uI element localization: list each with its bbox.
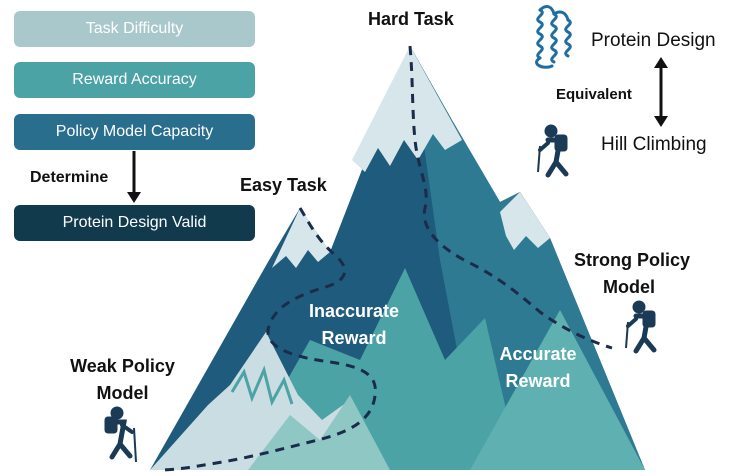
equivalent-arrow-down-head [654,116,668,127]
equivalent-arrow-up-head [654,57,668,68]
easy-task-label: Easy Task [240,175,327,195]
weak-policy-line-2: Model [96,383,149,403]
hard-task-path [408,45,613,350]
inaccurate-reward-line-1: Inaccurate [308,301,400,321]
hard-task-label: Hard Task [368,9,454,29]
accurate-reward-label: Accurate Reward [478,341,598,395]
inaccurate-reward-label: Inaccurate Reward [294,298,414,352]
task-difficulty-box: Task Difficulty [14,11,255,47]
accurate-reward-line-1: Accurate [499,344,577,364]
weak-policy-label: Weak Policy Model [60,353,185,407]
inaccurate-reward-line-2: Reward [321,328,387,348]
reward-accuracy-box: Reward Accuracy [14,62,255,98]
strong-policy-label: Strong Policy Model [574,247,691,301]
weak-policy-line-1: Weak Policy [70,356,175,376]
determine-arrow-head [127,192,141,203]
summit-snow [352,46,462,172]
teal-ridge-line [230,365,294,407]
equivalent-label: Equivalent [556,86,632,103]
accurate-reward-line-2: Reward [505,371,571,391]
hill-climbing-label: Hill Climbing [601,134,707,155]
teal-right-slope [470,310,645,470]
strong-policy-line-1: Strong Policy [574,250,691,270]
hiker-icon [537,124,569,178]
weak-hiker-icon [104,406,137,463]
strong-hiker-icon [625,300,657,354]
protein-icon [535,5,572,69]
easy-task-path [159,207,377,472]
protein-design-valid-box: Protein Design Valid [14,205,255,241]
determine-label: Determine [30,169,109,186]
protein-design-label: Protein Design [591,30,716,51]
foreground-teal-hill [248,395,390,470]
strong-policy-line-2: Model [603,277,655,297]
policy-capacity-box: Policy Model Capacity [14,114,255,150]
right-peak-snow [500,192,550,250]
easy-peak-snow [272,208,330,268]
